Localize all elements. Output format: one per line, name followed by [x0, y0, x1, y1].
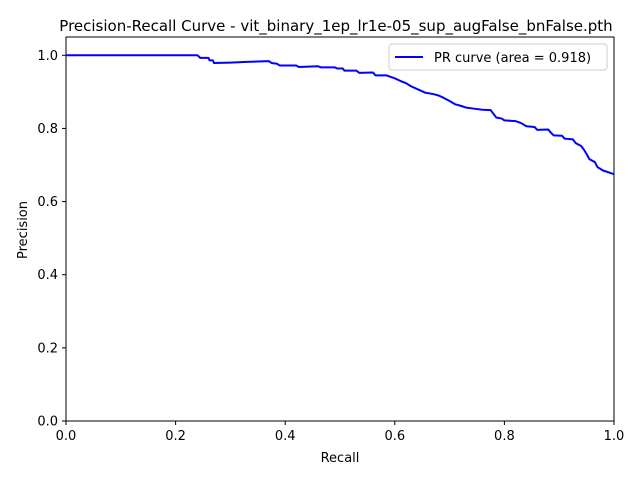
y-tick-label: 0.8 — [37, 122, 58, 137]
y-tick-label: 1.0 — [37, 49, 58, 64]
y-tick-label: 0.2 — [37, 341, 58, 356]
y-tick-label: 0.4 — [37, 268, 58, 283]
legend-label: PR curve (area = 0.918) — [434, 51, 591, 66]
x-tick-label: 0.2 — [165, 429, 186, 444]
y-axis-ticks: 0.0 0.2 0.4 0.6 0.8 1.0 — [37, 49, 66, 430]
legend: PR curve (area = 0.918) — [388, 43, 608, 71]
chart-title: Precision-Recall Curve - vit_binary_1ep_… — [59, 17, 612, 36]
x-tick-label: 0.0 — [56, 429, 77, 444]
plot-frame — [65, 36, 615, 422]
legend-box — [388, 43, 608, 71]
pr-curve-line — [66, 54, 615, 176]
y-tick-label: 0.6 — [37, 195, 58, 210]
plot-area — [65, 36, 615, 422]
y-tick-label: 0.0 — [37, 415, 58, 430]
x-axis-label: Recall — [321, 451, 360, 466]
x-axis-ticks: 0.0 0.2 0.4 0.6 0.8 1.0 — [56, 421, 625, 444]
y-axis-label: Precision — [16, 201, 31, 259]
x-tick-label: 0.8 — [494, 429, 515, 444]
x-tick-label: 1.0 — [604, 429, 625, 444]
x-tick-label: 0.6 — [384, 429, 405, 444]
x-tick-label: 0.4 — [275, 429, 296, 444]
